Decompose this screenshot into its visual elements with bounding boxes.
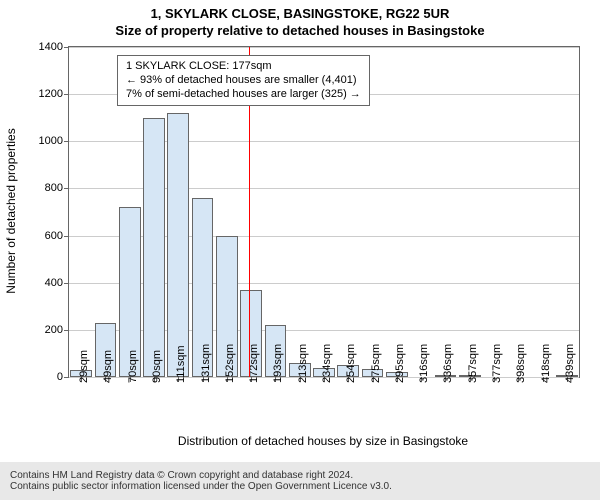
- ytick-label: 200: [45, 324, 69, 336]
- info-line-3: 7% of semi-detached houses are larger (3…: [126, 88, 361, 102]
- xtick-label: 357sqm: [467, 344, 479, 383]
- footer: Contains HM Land Registry data © Crown c…: [0, 462, 600, 500]
- xtick-label: 254sqm: [345, 344, 357, 383]
- ytick-label: 400: [45, 277, 69, 289]
- title-line-2: Size of property relative to detached ho…: [0, 23, 600, 40]
- ytick-label: 1000: [39, 135, 69, 147]
- xtick-label: 398sqm: [515, 344, 527, 383]
- xtick-label: 49sqm: [102, 350, 114, 383]
- xtick-label: 213sqm: [297, 344, 309, 383]
- info-line-2: ← 93% of detached houses are smaller (4,…: [126, 74, 361, 88]
- xtick-label: 234sqm: [321, 344, 333, 383]
- footer-line-1: Contains HM Land Registry data © Crown c…: [10, 470, 590, 481]
- xtick-label: 111sqm: [175, 345, 187, 383]
- xtick-label: 275sqm: [370, 344, 382, 383]
- xtick-label: 377sqm: [491, 344, 503, 383]
- footer-line-2: Contains public sector information licen…: [10, 481, 590, 492]
- gridline-h: [69, 47, 579, 48]
- xtick-label: 90sqm: [151, 350, 163, 383]
- xtick-label: 418sqm: [540, 344, 552, 383]
- ytick-label: 1400: [39, 41, 69, 53]
- bar: [167, 113, 189, 377]
- info-line-1: 1 SKYLARK CLOSE: 177sqm: [126, 60, 361, 74]
- xtick-label: 193sqm: [272, 344, 284, 383]
- xtick-label: 152sqm: [224, 344, 236, 383]
- y-axis-label: Number of detached properties: [4, 128, 18, 293]
- bar: [143, 118, 165, 377]
- ytick-label: 0: [57, 371, 69, 383]
- title-line-1: 1, SKYLARK CLOSE, BASINGSTOKE, RG22 5UR: [0, 6, 600, 23]
- xtick-label: 70sqm: [127, 350, 139, 383]
- ytick-label: 800: [45, 182, 69, 194]
- ytick-label: 600: [45, 230, 69, 242]
- chart-title: 1, SKYLARK CLOSE, BASINGSTOKE, RG22 5UR …: [0, 0, 600, 40]
- xtick-label: 439sqm: [564, 344, 576, 383]
- chart-container: 1, SKYLARK CLOSE, BASINGSTOKE, RG22 5UR …: [0, 0, 600, 500]
- x-axis-label: Distribution of detached houses by size …: [178, 434, 468, 448]
- xtick-label: 29sqm: [78, 350, 90, 383]
- xtick-label: 336sqm: [442, 344, 454, 383]
- xtick-label: 295sqm: [394, 344, 406, 383]
- info-box: 1 SKYLARK CLOSE: 177sqm ← 93% of detache…: [117, 55, 370, 106]
- xtick-label: 172sqm: [248, 344, 260, 383]
- ytick-label: 1200: [39, 88, 69, 100]
- xtick-label: 316sqm: [418, 344, 430, 383]
- xtick-label: 131sqm: [200, 344, 212, 383]
